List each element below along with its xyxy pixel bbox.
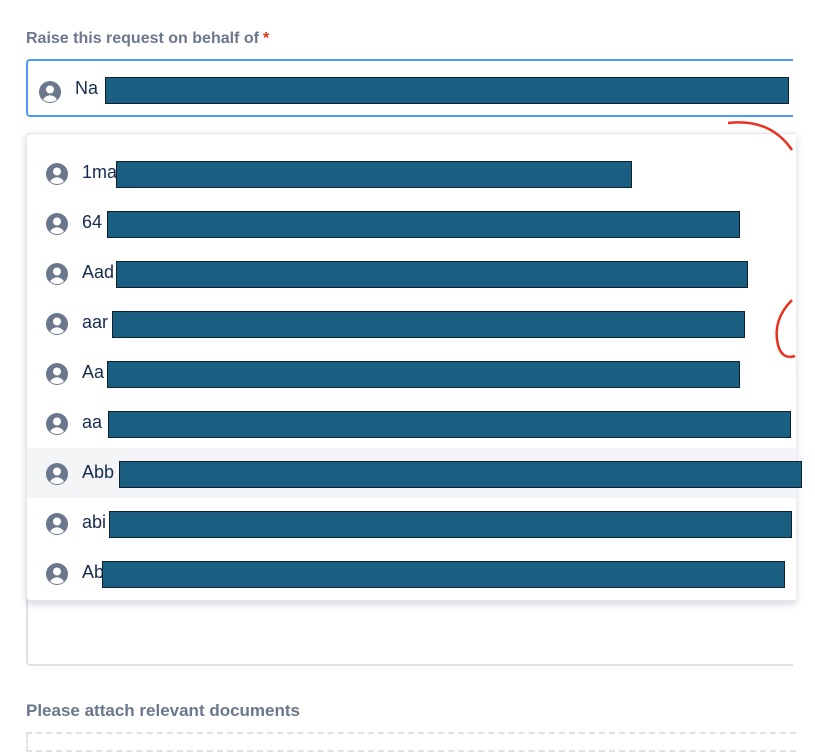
redaction [119,461,802,488]
option-text: Ab [82,562,105,582]
user-icon [45,212,69,241]
option-text: aar [82,312,109,332]
search-input[interactable]: Na [26,59,796,117]
option[interactable]: Aad [27,248,796,298]
redaction [116,261,748,288]
redaction [116,161,632,188]
redaction [112,311,745,338]
option-text: abi [82,512,107,532]
redaction [108,411,791,438]
option[interactable]: 1ma [27,148,796,198]
user-icon [45,512,69,541]
option[interactable]: Aa [27,348,796,398]
redaction [109,511,792,538]
user-icon-svg [46,213,68,235]
option[interactable]: abi [27,498,796,548]
right-edge [793,0,815,740]
option[interactable]: aar [27,298,796,348]
user-icon-svg [46,563,68,585]
option-text: 1ma [82,162,118,182]
user-icon-svg [46,363,68,385]
dropzone[interactable] [26,732,796,752]
option[interactable]: 64 [27,198,796,248]
user-icon [45,412,69,441]
user-icon [45,162,69,191]
input-value: Na [75,78,99,98]
option-text: aa [82,412,103,432]
redaction [105,77,789,104]
redaction [107,361,740,388]
user-icon [38,80,62,109]
user-icon-svg [46,313,68,335]
redaction [102,561,785,588]
option-text: Aa [82,362,105,382]
user-icon [45,312,69,341]
option[interactable]: Ab [27,548,796,598]
user-icon-svg [39,81,61,103]
option[interactable]: aa [27,398,796,448]
option-text: 64 [82,212,103,232]
user-icon [45,262,69,291]
user-icon-svg [46,463,68,485]
option-text: Aad [82,262,115,282]
user-icon-svg [46,413,68,435]
user-icon [45,462,69,491]
redaction [107,211,740,238]
option-text: Abb [82,462,115,482]
field-label-text: Raise this request on behalf of [26,30,259,47]
user-icon-svg [46,513,68,535]
attachments-label: Please attach relevant documents [26,701,301,720]
dropdown-menu: 1ma 64 Aad aar Aa aa Abb abi Ab [26,133,802,601]
required-mark: * [262,30,270,47]
user-icon [45,362,69,391]
option[interactable]: Abb [27,448,802,498]
user-icon [45,562,69,591]
user-icon-svg [46,263,68,285]
field-label: Raise this request on behalf of * [26,30,269,48]
user-icon-svg [46,163,68,185]
